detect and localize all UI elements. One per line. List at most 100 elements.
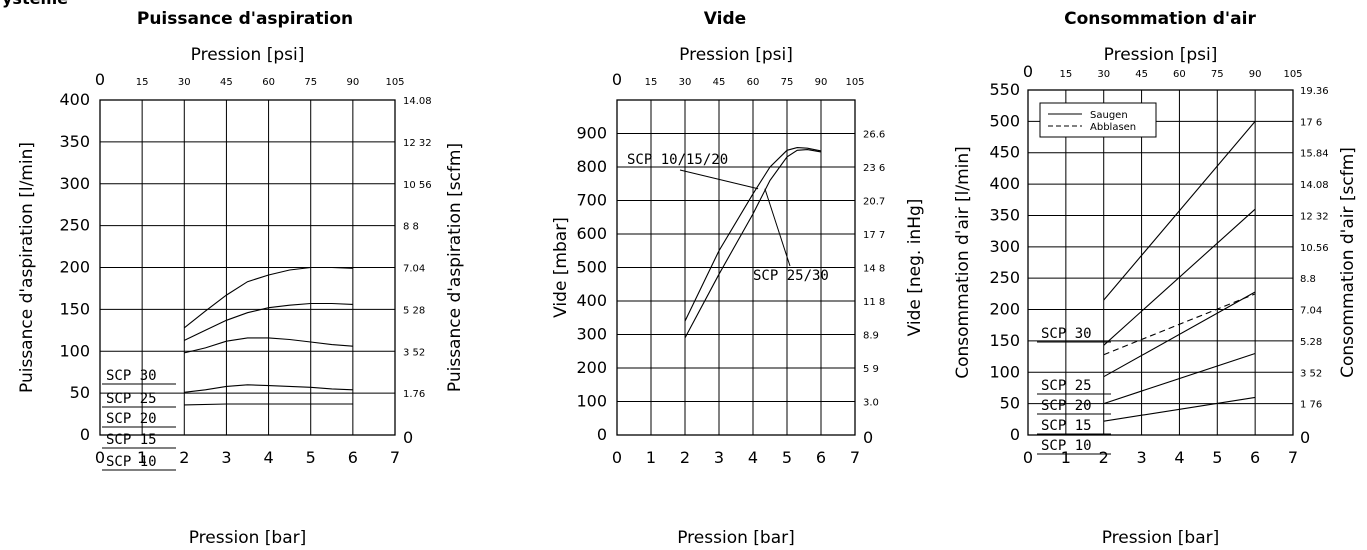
- series-line-scp-25: [1103, 293, 1256, 356]
- y2-tick-label: 0: [403, 428, 413, 447]
- header-fragment: ystème: [2, 0, 68, 8]
- x2-tick-label: 105: [845, 77, 864, 88]
- x-tick-label: 7: [390, 448, 400, 467]
- x2-tick-label: 60: [1173, 69, 1186, 80]
- x-axis-label: Pression [bar]: [1102, 528, 1220, 548]
- y2-tick-label: 3 52: [403, 347, 425, 358]
- series-line-scp-25-30: [684, 149, 822, 339]
- plot-frame: [1027, 89, 1294, 436]
- curve-label: SCP 10: [106, 454, 157, 470]
- y-tick-label: 50: [70, 383, 90, 402]
- y-axis-label: Vide [mbar]: [551, 217, 571, 318]
- y2-tick-label: 8.8: [1300, 274, 1316, 285]
- x-tick-label: 4: [748, 448, 758, 467]
- y2-tick-label: 5 28: [403, 305, 425, 316]
- chart-title: Vide: [704, 9, 746, 29]
- x2-tick-label: 90: [346, 77, 359, 88]
- annotation-label: SCP 10/15/20: [627, 152, 728, 168]
- annotation-leader: [679, 169, 759, 190]
- y2-tick-label: 3 52: [1300, 368, 1322, 379]
- series-line-scp-25: [184, 302, 353, 341]
- y-tick-label: 200: [576, 358, 607, 377]
- legend-entry: Abblasen: [1090, 122, 1136, 133]
- x-tick-label: 3: [221, 448, 231, 467]
- y2-axis-label: Consommation d'air [scfm]: [1338, 147, 1358, 378]
- y2-tick-label: 10 56: [403, 180, 432, 191]
- chart-title: Puissance d'aspiration: [137, 9, 353, 29]
- x-tick-label: 2: [1099, 448, 1109, 467]
- y-tick-label: 600: [576, 224, 607, 243]
- x-tick-label: 1: [1061, 448, 1071, 467]
- y-tick-label: 150: [59, 299, 90, 318]
- series-line-scp-10: [184, 403, 353, 406]
- x2-tick-label: 60: [747, 77, 760, 88]
- x-tick-label: 0: [95, 448, 105, 467]
- y2-tick-label: 7.04: [403, 264, 425, 275]
- x2-tick-label: 0: [612, 70, 622, 89]
- x-tick-label: 2: [680, 448, 690, 467]
- curve-label: SCP 20: [1041, 398, 1092, 414]
- x2-tick-label: 0: [95, 70, 105, 89]
- y2-tick-label: 5.28: [1300, 337, 1322, 348]
- y2-axis-label: Puissance d'aspiration [scfm]: [445, 143, 465, 392]
- x-tick-label: 1: [646, 448, 656, 467]
- y-tick-label: 300: [576, 325, 607, 344]
- legend-entry: Saugen: [1090, 110, 1128, 121]
- y-axis-label: Consommation d'air [l/min]: [953, 146, 973, 379]
- x-axis-label: Pression [bar]: [677, 528, 795, 548]
- x-tick-label: 6: [348, 448, 358, 467]
- y2-tick-label: 5 9: [863, 364, 879, 375]
- y-tick-label: 0: [1010, 425, 1020, 444]
- y2-tick-label: 10.56: [1300, 243, 1329, 254]
- y2-tick-label: 1.76: [403, 389, 425, 400]
- series-line-scp-10-15-20: [684, 147, 822, 322]
- y2-tick-label: 0: [1300, 428, 1310, 447]
- y-tick-label: 550: [989, 80, 1020, 99]
- y-tick-label: 0: [80, 425, 90, 444]
- annotation-leader: [764, 188, 791, 267]
- y-tick-label: 400: [576, 291, 607, 310]
- x2-tick-label: 105: [385, 77, 404, 88]
- x-tick-label: 6: [1250, 448, 1260, 467]
- x-tick-label: 0: [612, 448, 622, 467]
- y-tick-label: 150: [989, 331, 1020, 350]
- y-tick-label: 800: [576, 157, 607, 176]
- curve-label: SCP 15: [106, 432, 157, 448]
- x2-tick-label: 75: [1211, 69, 1224, 80]
- y-axis-label: Puissance d'aspiration [l/min]: [17, 142, 37, 393]
- y-tick-label: 300: [59, 174, 90, 193]
- y2-tick-label: 8 8: [403, 222, 419, 233]
- curve-label: SCP 10: [1041, 438, 1092, 454]
- x2-tick-label: 30: [679, 77, 692, 88]
- x2-tick-label: 60: [262, 77, 275, 88]
- y2-tick-label: 14.08: [1300, 180, 1329, 191]
- y-tick-label: 250: [989, 268, 1020, 287]
- x2-tick-label: 105: [1283, 69, 1302, 80]
- x2-tick-label: 15: [136, 77, 149, 88]
- y2-tick-label: 0: [863, 428, 873, 447]
- x2-tick-label: 15: [1059, 69, 1072, 80]
- x2-tick-label: 45: [713, 77, 726, 88]
- y-tick-label: 400: [59, 90, 90, 109]
- series-line-scp-15: [1103, 352, 1256, 405]
- x2-axis-label: Pression [psi]: [1104, 45, 1218, 65]
- y2-tick-label: 26.6: [863, 130, 885, 141]
- y-tick-label: 250: [59, 216, 90, 235]
- chart-consommation: Consommation d'air Pression [psi] Pression…: [953, 9, 1358, 548]
- x-tick-label: 3: [1136, 448, 1146, 467]
- series-line-scp-20: [184, 337, 353, 354]
- x2-tick-label: 30: [178, 77, 191, 88]
- chart-aspiration: Puissance d'aspiration Pression [psi] Pres…: [17, 9, 465, 548]
- x-tick-label: 0: [1023, 448, 1033, 467]
- x2-axis-label: Pression [psi]: [679, 45, 793, 65]
- x-tick-label: 3: [714, 448, 724, 467]
- x-tick-label: 2: [179, 448, 189, 467]
- curve-label: SCP 15: [1041, 418, 1092, 434]
- x-tick-label: 6: [816, 448, 826, 467]
- x2-tick-label: 75: [781, 77, 794, 88]
- y2-tick-label: 23 6: [863, 163, 885, 174]
- legend-box: [1039, 102, 1157, 138]
- y2-tick-label: 17 6: [1300, 117, 1322, 128]
- y2-tick-label: 3.0: [863, 398, 879, 409]
